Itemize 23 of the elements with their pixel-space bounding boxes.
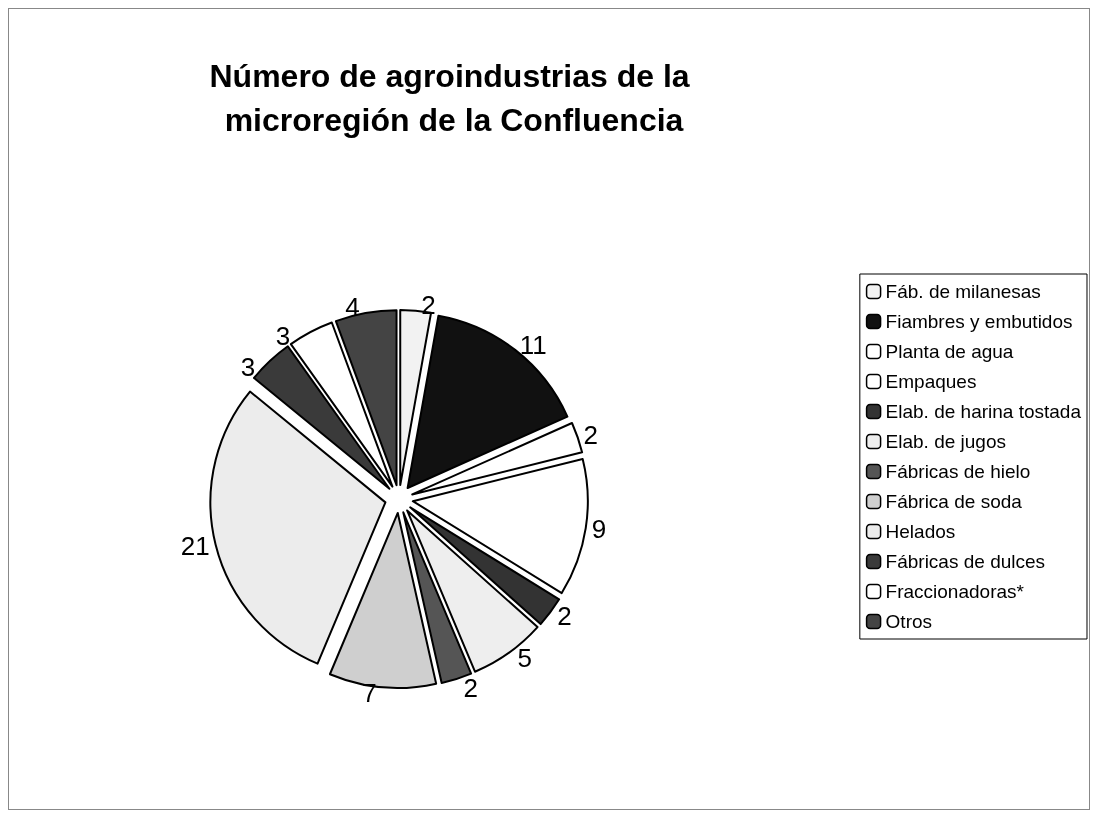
legend-label: Planta de agua — [885, 341, 1014, 362]
legend-label: Fábricas de dulces — [885, 551, 1046, 572]
legend-label: Elab. de jugos — [885, 431, 1006, 452]
legend-label: Empaques — [885, 371, 977, 392]
data-label: 11 — [519, 330, 547, 361]
legend-label: Elab. de harina tostada — [885, 401, 1082, 422]
data-label: 2 — [463, 672, 478, 703]
data-label: 3 — [240, 351, 256, 382]
legend-label: Fábrica de soda — [885, 491, 1023, 512]
legend-label: Otros — [885, 611, 933, 632]
legend-label: Fraccionadoras* — [885, 581, 1025, 602]
legend-label: Helados — [885, 521, 956, 542]
data-label: 21 — [180, 530, 210, 561]
legend-label: Fábricas de hielo — [885, 461, 1031, 482]
data-label: 9 — [591, 514, 607, 545]
chart-title: Número de agroindustrias de la microregión de la Confluencia — [209, 58, 699, 138]
data-label: 4 — [345, 292, 360, 323]
data-label: 2 — [557, 600, 572, 631]
legend-label: Fiambres y embutidos — [885, 311, 1073, 332]
data-label: 5 — [517, 642, 532, 673]
data-label: 2 — [583, 420, 598, 451]
legend-label: Fáb. de milanesas — [885, 281, 1041, 302]
data-label: 3 — [275, 321, 291, 352]
